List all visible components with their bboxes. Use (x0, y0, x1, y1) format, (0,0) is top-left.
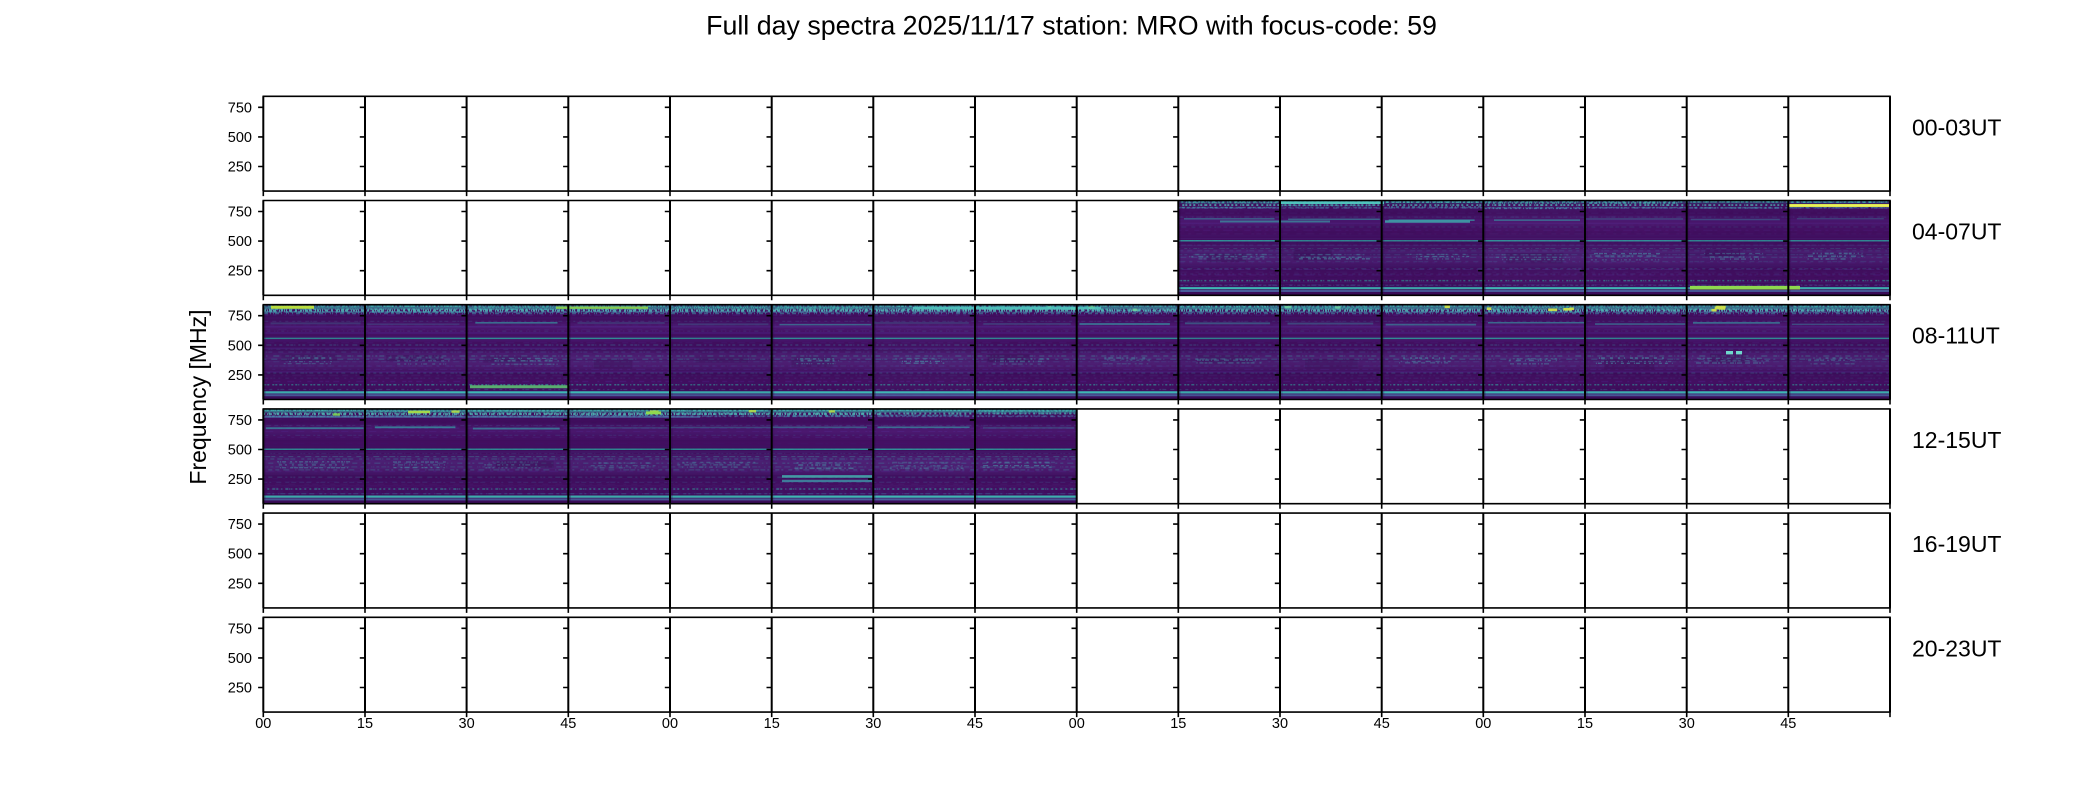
svg-text:250: 250 (228, 264, 252, 280)
svg-text:500: 500 (228, 338, 252, 354)
svg-text:250: 250 (228, 576, 252, 592)
svg-text:500: 500 (228, 443, 252, 459)
svg-text:750: 750 (228, 413, 252, 429)
svg-text:750: 750 (228, 621, 252, 637)
svg-text:500: 500 (228, 130, 252, 146)
svg-text:00: 00 (662, 716, 678, 732)
svg-text:00: 00 (1475, 716, 1491, 732)
svg-text:12-15UT: 12-15UT (1912, 427, 2001, 453)
svg-text:20-23UT: 20-23UT (1912, 635, 2001, 661)
svg-text:15: 15 (1170, 716, 1186, 732)
svg-text:45: 45 (1780, 716, 1796, 732)
svg-text:08-11UT: 08-11UT (1912, 323, 2000, 349)
svg-text:500: 500 (228, 651, 252, 667)
svg-text:Full day spectra 2025/11/17 st: Full day spectra 2025/11/17 station: MRO… (706, 11, 1437, 41)
svg-text:500: 500 (228, 234, 252, 250)
svg-text:45: 45 (967, 716, 983, 732)
svg-text:16-19UT: 16-19UT (1912, 531, 2001, 557)
svg-text:500: 500 (228, 547, 252, 563)
svg-text:30: 30 (1272, 716, 1288, 732)
svg-text:45: 45 (1374, 716, 1390, 732)
svg-text:Frequency [MHz]: Frequency [MHz] (185, 309, 211, 484)
svg-text:45: 45 (560, 716, 576, 732)
svg-text:15: 15 (764, 716, 780, 732)
svg-text:04-07UT: 04-07UT (1912, 219, 2001, 245)
svg-text:250: 250 (228, 472, 252, 488)
svg-text:750: 750 (228, 205, 252, 221)
svg-text:30: 30 (459, 716, 475, 732)
svg-text:15: 15 (357, 716, 373, 732)
svg-text:00: 00 (1069, 716, 1085, 732)
svg-text:250: 250 (228, 681, 252, 697)
svg-text:250: 250 (228, 368, 252, 384)
svg-text:750: 750 (228, 517, 252, 533)
svg-text:30: 30 (1679, 716, 1695, 732)
svg-text:250: 250 (228, 160, 252, 176)
svg-text:15: 15 (1577, 716, 1593, 732)
svg-text:00-03UT: 00-03UT (1912, 114, 2001, 140)
svg-text:750: 750 (228, 309, 252, 325)
svg-text:30: 30 (865, 716, 881, 732)
svg-text:00: 00 (255, 716, 271, 732)
svg-text:750: 750 (228, 100, 252, 116)
